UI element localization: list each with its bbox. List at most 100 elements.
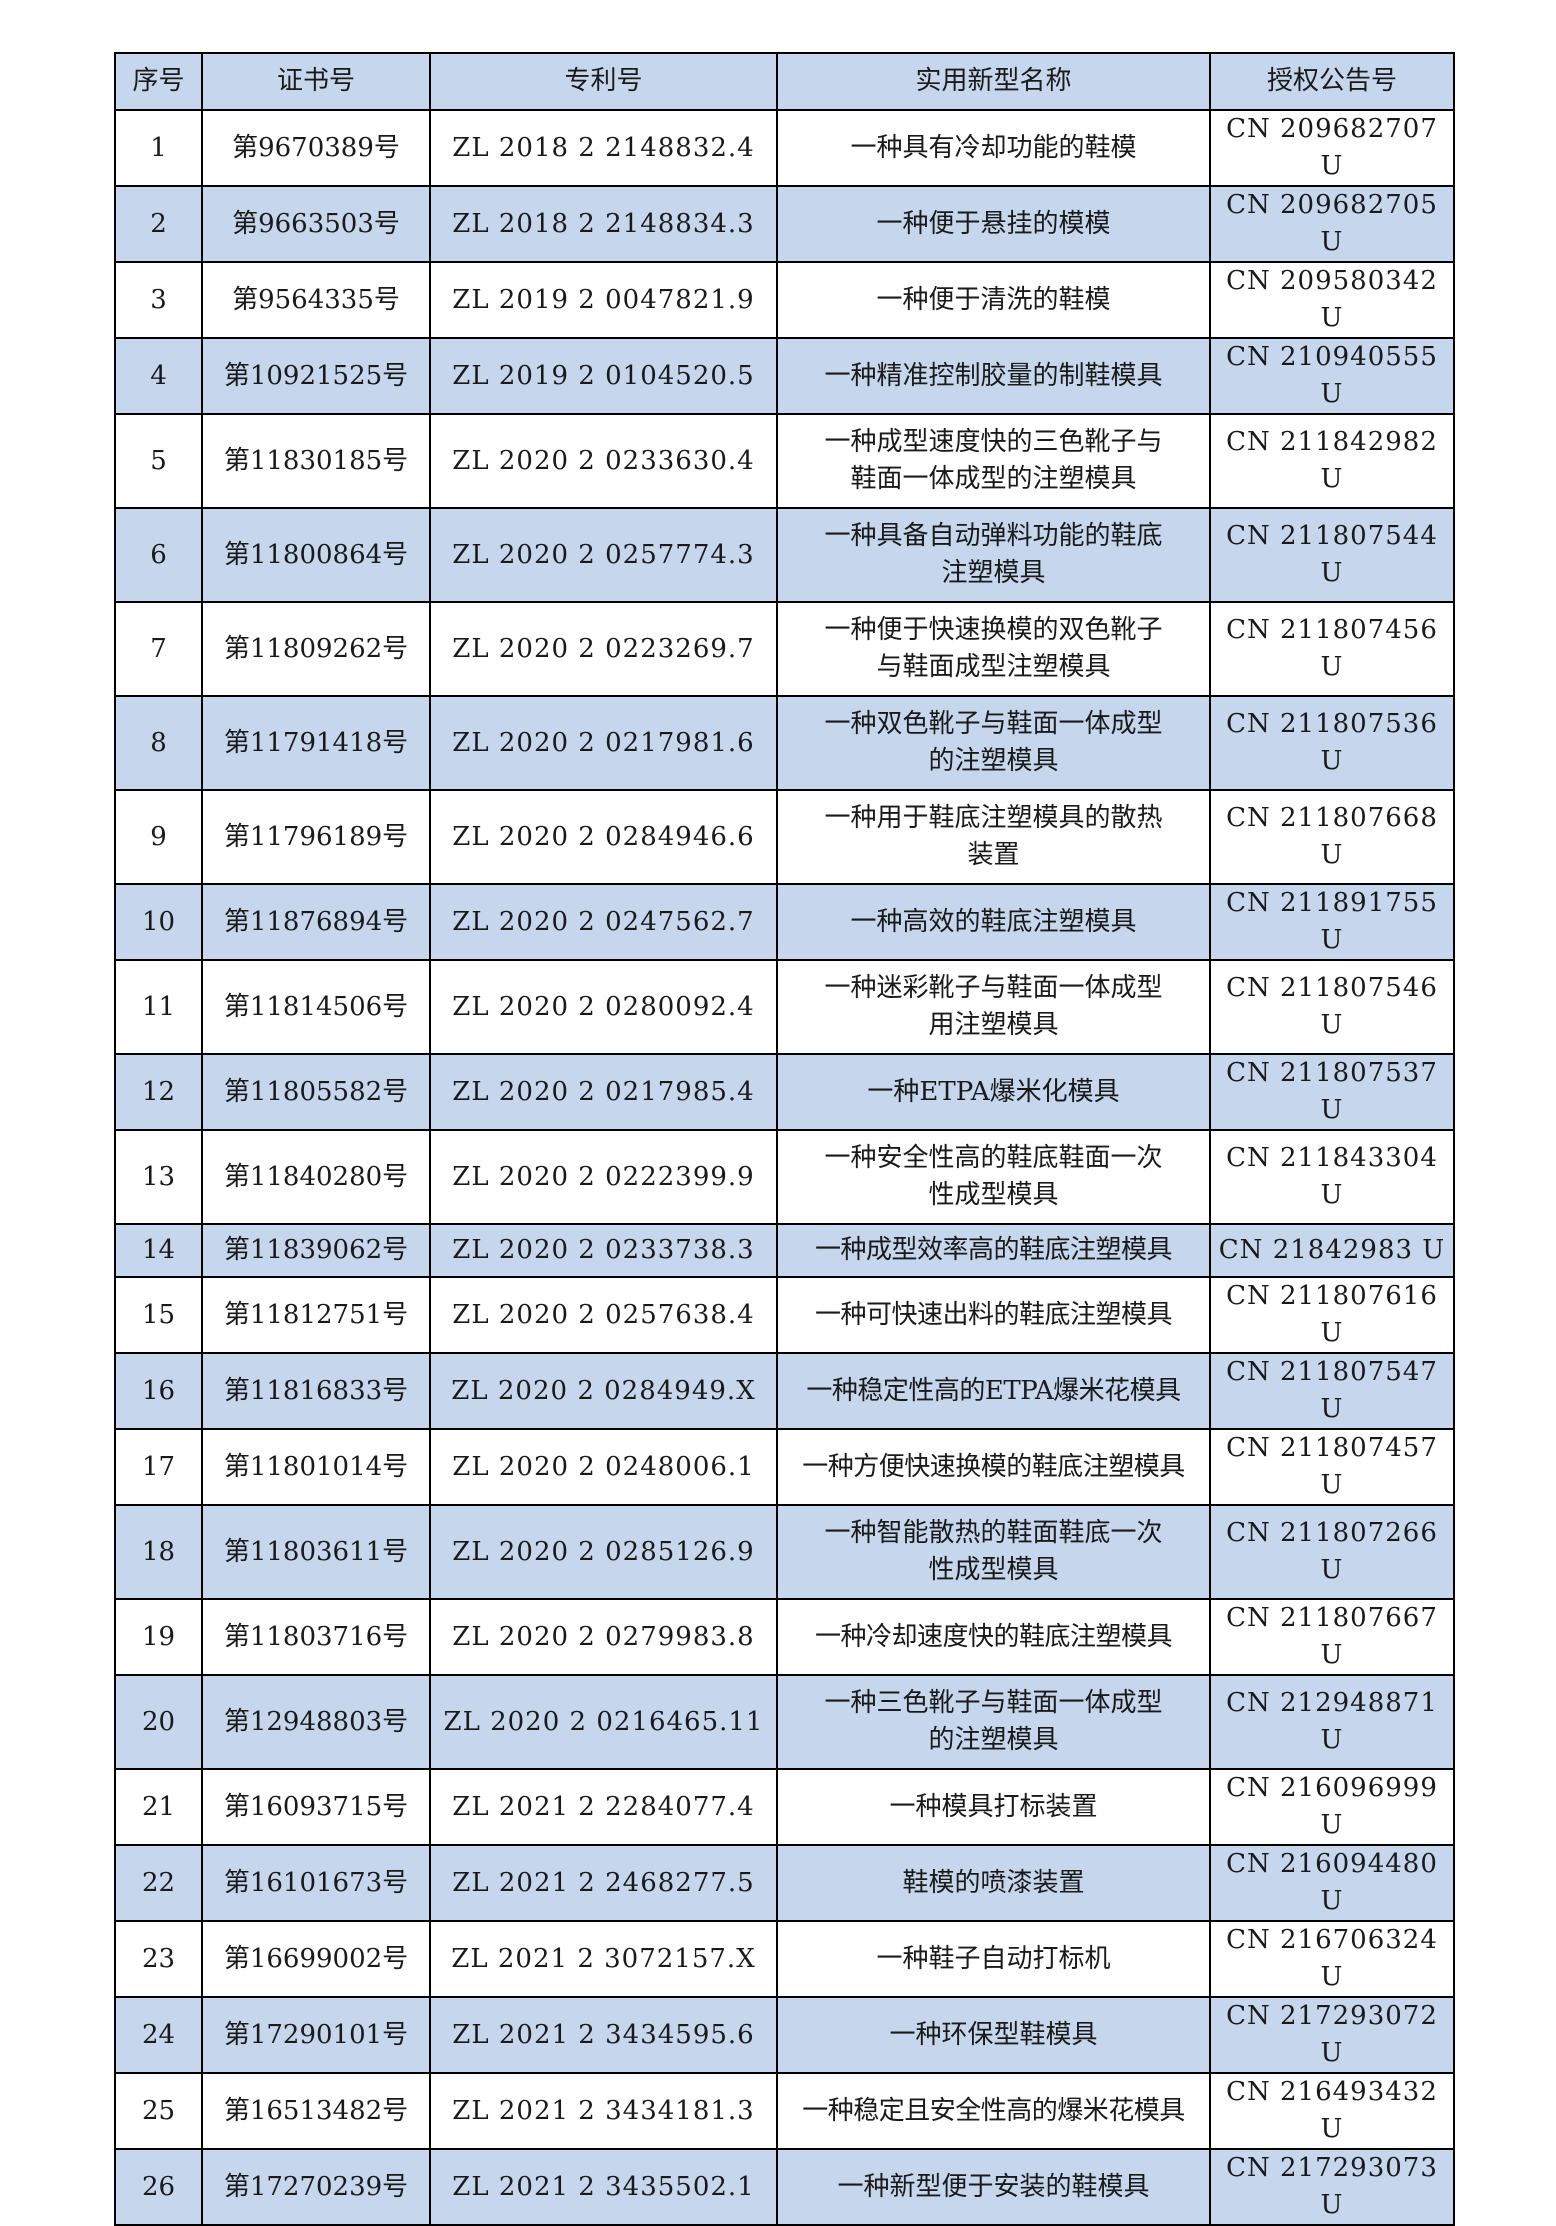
patent-no-cell: ZL 2020 2 0233630.4: [429, 413, 778, 509]
publication-no-cell: CN 216096999 U: [1209, 1768, 1455, 1846]
index-cell: 1: [114, 109, 203, 187]
table-row: 17 第11801014号 ZL 2020 2 0248006.1 一种方便快速换模的…: [114, 1428, 1455, 1506]
name-cell: 一种迷彩靴子与鞋面一体成型 用注塑模具: [776, 959, 1211, 1055]
table-row: 11 第11814506号 ZL 2020 2 0280092.4 一种迷彩靴子与鞋面…: [114, 959, 1455, 1055]
name-cell: 一种精准控制胶量的制鞋模具: [776, 337, 1211, 415]
certificate-no-cell: 第12948803号: [201, 1674, 431, 1770]
table-row: 6 第11800864号 ZL 2020 2 0257774.3 一种具备自动弹料功能…: [114, 507, 1455, 603]
name-cell: 一种便于清洗的鞋模: [776, 261, 1211, 339]
patent-no-cell: ZL 2021 2 2468277.5: [429, 1844, 778, 1922]
certificate-no-cell: 第17270239号: [201, 2148, 431, 2226]
index-cell: 12: [114, 1053, 203, 1131]
certificate-no-cell: 第16093715号: [201, 1768, 431, 1846]
publication-no-cell: CN 217293073 U: [1209, 2148, 1455, 2226]
certificate-no-cell: 第16101673号: [201, 1844, 431, 1922]
index-cell: 17: [114, 1428, 203, 1506]
publication-no-cell: CN 211807544 U: [1209, 507, 1455, 603]
index-cell: 5: [114, 413, 203, 509]
certificate-no-cell: 第11809262号: [201, 601, 431, 697]
publication-no-cell: CN 211807536 U: [1209, 695, 1455, 791]
certificate-no-cell: 第11830185号: [201, 413, 431, 509]
certificate-no-cell: 第11814506号: [201, 959, 431, 1055]
publication-no-cell: CN 216493432 U: [1209, 2072, 1455, 2150]
patent-no-cell: ZL 2020 2 0284946.6: [429, 789, 778, 885]
certificate-no-cell: 第17290101号: [201, 1996, 431, 2074]
table-row: 15 第11812751号 ZL 2020 2 0257638.4 一种可快速出料的鞋…: [114, 1276, 1455, 1354]
index-cell: 6: [114, 507, 203, 603]
patent-no-cell: ZL 2020 2 0217981.6: [429, 695, 778, 791]
certificate-no-cell: 第11803611号: [201, 1504, 431, 1600]
index-cell: 19: [114, 1598, 203, 1676]
index-cell: 21: [114, 1768, 203, 1846]
name-cell: 一种成型速度快的三色靴子与 鞋面一体成型的注塑模具: [776, 413, 1211, 509]
name-cell: 一种稳定性高的ETPA爆米花模具: [776, 1352, 1211, 1430]
patent-no-cell: ZL 2021 2 2284077.4: [429, 1768, 778, 1846]
table-row: 26 第17270239号 ZL 2021 2 3435502.1 一种新型便于安装的…: [114, 2148, 1455, 2226]
table-row: 22 第16101673号 ZL 2021 2 2468277.5 鞋模的喷漆装置 CN…: [114, 1844, 1455, 1922]
index-cell: 25: [114, 2072, 203, 2150]
patent-no-cell: ZL 2021 2 3434595.6: [429, 1996, 778, 2074]
name-cell: 一种ETPA爆米化模具: [776, 1053, 1211, 1131]
index-cell: 20: [114, 1674, 203, 1770]
name-cell: 一种用于鞋底注塑模具的散热 装置: [776, 789, 1211, 885]
table-row: 13 第11840280号 ZL 2020 2 0222399.9 一种安全性高的鞋底…: [114, 1129, 1455, 1225]
header-index: 序号: [114, 52, 203, 111]
index-cell: 16: [114, 1352, 203, 1430]
publication-no-cell: CN 209682707 U: [1209, 109, 1455, 187]
publication-no-cell: CN 211807668 U: [1209, 789, 1455, 885]
publication-no-cell: CN 211807616 U: [1209, 1276, 1455, 1354]
name-cell: 一种可快速出料的鞋底注塑模具: [776, 1276, 1211, 1354]
table-row: 25 第16513482号 ZL 2021 2 3434181.3 一种稳定且安全性高…: [114, 2072, 1455, 2150]
table-row: 24 第17290101号 ZL 2021 2 3434595.6 一种环保型鞋模具 C…: [114, 1996, 1455, 2074]
table-row: 9 第11796189号 ZL 2020 2 0284946.6 一种用于鞋底注塑模具…: [114, 789, 1455, 885]
publication-no-cell: CN 217293072 U: [1209, 1996, 1455, 2074]
patent-no-cell: ZL 2020 2 0223269.7: [429, 601, 778, 697]
name-cell: 一种方便快速换模的鞋底注塑模具: [776, 1428, 1211, 1506]
header-patent-no: 专利号: [429, 52, 778, 111]
certificate-no-cell: 第9564335号: [201, 261, 431, 339]
header-row: 序号 证书号 专利号 实用新型名称 授权公告号: [114, 52, 1455, 111]
table-row: 14 第11839062号 ZL 2020 2 0233738.3 一种成型效率高的鞋…: [114, 1223, 1455, 1278]
certificate-no-cell: 第16699002号: [201, 1920, 431, 1998]
name-cell: 鞋模的喷漆装置: [776, 1844, 1211, 1922]
name-cell: 一种具备自动弹料功能的鞋底 注塑模具: [776, 507, 1211, 603]
name-cell: 一种成型效率高的鞋底注塑模具: [776, 1223, 1211, 1278]
table-row: 19 第11803716号 ZL 2020 2 0279983.8 一种冷却速度快的鞋…: [114, 1598, 1455, 1676]
patent-no-cell: ZL 2020 2 0280092.4: [429, 959, 778, 1055]
patent-no-cell: ZL 2020 2 0284949.X: [429, 1352, 778, 1430]
patent-table: 序号 证书号 专利号 实用新型名称 授权公告号 1 第9670389号 ZL 201…: [114, 52, 1455, 2226]
index-cell: 4: [114, 337, 203, 415]
certificate-no-cell: 第9670389号: [201, 109, 431, 187]
certificate-no-cell: 第10921525号: [201, 337, 431, 415]
certificate-no-cell: 第11816833号: [201, 1352, 431, 1430]
publication-no-cell: CN 209682705 U: [1209, 185, 1455, 263]
index-cell: 13: [114, 1129, 203, 1225]
publication-no-cell: CN 216094480 U: [1209, 1844, 1455, 1922]
index-cell: 14: [114, 1223, 203, 1278]
name-cell: 一种环保型鞋模具: [776, 1996, 1211, 2074]
patent-no-cell: ZL 2019 2 0047821.9: [429, 261, 778, 339]
name-cell: 一种便于悬挂的模模: [776, 185, 1211, 263]
patent-no-cell: ZL 2020 2 0233738.3: [429, 1223, 778, 1278]
certificate-no-cell: 第11796189号: [201, 789, 431, 885]
index-cell: 3: [114, 261, 203, 339]
patent-no-cell: ZL 2020 2 0248006.1: [429, 1428, 778, 1506]
publication-no-cell: CN 211807456 U: [1209, 601, 1455, 697]
index-cell: 9: [114, 789, 203, 885]
index-cell: 2: [114, 185, 203, 263]
table-row: 18 第11803611号 ZL 2020 2 0285126.9 一种智能散热的鞋面…: [114, 1504, 1455, 1600]
name-cell: 一种智能散热的鞋面鞋底一次 性成型模具: [776, 1504, 1211, 1600]
name-cell: 一种三色靴子与鞋面一体成型 的注塑模具: [776, 1674, 1211, 1770]
name-cell: 一种冷却速度快的鞋底注塑模具: [776, 1598, 1211, 1676]
table-row: 12 第11805582号 ZL 2020 2 0217985.4 一种ETPA爆米化…: [114, 1053, 1455, 1131]
header-certificate-no: 证书号: [201, 52, 431, 111]
table-row: 3 第9564335号 ZL 2019 2 0047821.9 一种便于清洗的鞋模 CN…: [114, 261, 1455, 339]
name-cell: 一种双色靴子与鞋面一体成型 的注塑模具: [776, 695, 1211, 791]
patent-no-cell: ZL 2018 2 2148832.4: [429, 109, 778, 187]
certificate-no-cell: 第11791418号: [201, 695, 431, 791]
certificate-no-cell: 第11803716号: [201, 1598, 431, 1676]
table-row: 23 第16699002号 ZL 2021 2 3072157.X 一种鞋子自动打标机…: [114, 1920, 1455, 1998]
publication-no-cell: CN 211842982 U: [1209, 413, 1455, 509]
index-cell: 26: [114, 2148, 203, 2226]
publication-no-cell: CN 216706324 U: [1209, 1920, 1455, 1998]
